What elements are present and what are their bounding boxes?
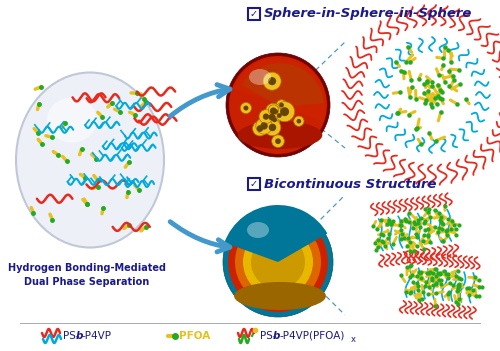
Ellipse shape <box>234 282 326 310</box>
FancyBboxPatch shape <box>248 178 260 190</box>
Circle shape <box>274 110 284 121</box>
Text: ✓: ✓ <box>250 179 258 189</box>
Circle shape <box>279 103 284 107</box>
Circle shape <box>274 102 294 122</box>
Text: PS-: PS- <box>260 331 276 341</box>
Circle shape <box>260 122 268 130</box>
Circle shape <box>272 135 284 147</box>
Circle shape <box>268 114 276 121</box>
Circle shape <box>264 110 280 125</box>
Circle shape <box>243 227 313 297</box>
Circle shape <box>263 72 281 90</box>
Circle shape <box>271 108 276 112</box>
Circle shape <box>226 53 330 157</box>
Circle shape <box>268 105 278 115</box>
Circle shape <box>270 108 277 114</box>
Circle shape <box>275 138 281 144</box>
Ellipse shape <box>16 73 164 247</box>
FancyBboxPatch shape <box>248 8 260 20</box>
Text: Hydrogen Bonding-Mediated
Dual Phase Separation: Hydrogen Bonding-Mediated Dual Phase Sep… <box>8 263 166 287</box>
Circle shape <box>256 118 272 134</box>
Circle shape <box>235 219 321 305</box>
Circle shape <box>268 77 276 85</box>
Circle shape <box>266 103 281 119</box>
Ellipse shape <box>249 69 271 85</box>
Circle shape <box>256 125 264 132</box>
Circle shape <box>277 113 282 118</box>
Circle shape <box>259 110 273 124</box>
Circle shape <box>296 119 301 124</box>
Circle shape <box>252 121 268 136</box>
Text: b: b <box>273 331 280 341</box>
Circle shape <box>270 106 281 117</box>
Circle shape <box>263 113 269 120</box>
Circle shape <box>268 124 276 131</box>
Text: Bicontinuous Structure: Bicontinuous Structure <box>264 178 436 191</box>
Circle shape <box>228 212 328 312</box>
Text: PS-: PS- <box>63 331 80 341</box>
Text: b: b <box>76 331 84 341</box>
Circle shape <box>294 116 304 126</box>
Text: x: x <box>351 335 356 344</box>
Wedge shape <box>242 63 324 107</box>
Circle shape <box>229 56 327 154</box>
Circle shape <box>274 109 278 114</box>
Text: PFOA: PFOA <box>179 331 210 341</box>
Circle shape <box>244 106 248 111</box>
Text: -P4VP(PFOA): -P4VP(PFOA) <box>279 331 344 341</box>
Text: Sphere-in-Sphere-in-Sphere: Sphere-in-Sphere-in-Sphere <box>264 7 472 20</box>
Circle shape <box>269 114 280 125</box>
Circle shape <box>223 207 333 317</box>
Circle shape <box>272 117 277 122</box>
Circle shape <box>280 107 289 116</box>
Ellipse shape <box>238 121 322 149</box>
Circle shape <box>240 102 252 114</box>
Circle shape <box>276 100 287 110</box>
Text: ✓: ✓ <box>250 9 258 19</box>
Ellipse shape <box>47 98 97 143</box>
Circle shape <box>264 119 281 136</box>
Ellipse shape <box>247 222 269 238</box>
Wedge shape <box>234 58 325 121</box>
Wedge shape <box>224 205 328 262</box>
Circle shape <box>251 235 305 289</box>
Text: -P4VP: -P4VP <box>82 331 112 341</box>
